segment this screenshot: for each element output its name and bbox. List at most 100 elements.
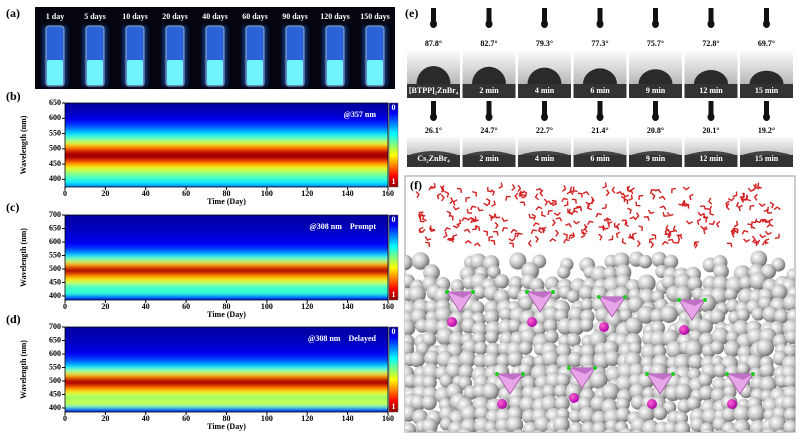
atom (637, 274, 656, 293)
water-molecule (749, 204, 755, 211)
water-molecule (602, 182, 607, 189)
atom (709, 309, 726, 325)
atom (739, 275, 754, 290)
atom (660, 305, 678, 323)
water-molecule (493, 230, 499, 236)
x-tick-label: 60 (182, 302, 190, 311)
heatmap-cells (65, 103, 388, 187)
water-molecule (598, 233, 603, 241)
panel-label: (b) (6, 89, 21, 103)
water-molecule (563, 238, 570, 244)
atom (473, 285, 487, 299)
atom (591, 410, 608, 426)
droplet (416, 66, 451, 84)
heatmap-cell (65, 365, 388, 370)
znbr4-face (727, 374, 753, 380)
water-molecule (674, 238, 681, 244)
contact-angle: 87.8° (425, 39, 442, 48)
y-tick-label: 550 (49, 362, 61, 371)
heatmap-cell (65, 392, 388, 397)
water-molecule (638, 225, 644, 232)
vial-powder (207, 60, 223, 85)
annotation: @308 nm Prompt (309, 222, 376, 231)
water-molecule (534, 193, 540, 201)
droplet (464, 151, 514, 155)
atom (677, 430, 686, 432)
atom (475, 429, 488, 432)
water-molecule (576, 205, 583, 211)
bromide-atom (471, 290, 475, 294)
znbr4-face (447, 292, 473, 298)
atom (784, 330, 795, 345)
heatmap-cell (65, 223, 388, 228)
heatmap-cell (65, 357, 388, 362)
heatmap-cell (65, 379, 388, 383)
heatmap-cell (65, 275, 388, 279)
colorbar-tick-label: 0 (392, 215, 396, 224)
water-molecule (700, 205, 707, 210)
water-molecule (561, 197, 568, 203)
water-molecule (543, 198, 549, 206)
atom (653, 406, 668, 421)
x-tick-label: 120 (301, 414, 313, 423)
water-molecule (659, 205, 667, 210)
y-tick-label: 400 (49, 174, 61, 183)
water-molecule (626, 185, 632, 193)
water-molecule (510, 228, 518, 234)
x-axis-label: Time (Day) (207, 422, 246, 431)
sample-label: 9 min (646, 154, 666, 163)
water-molecule (491, 200, 496, 207)
znbr4-face (569, 368, 595, 374)
znbr4-face (647, 374, 673, 380)
water-molecule (604, 217, 612, 222)
water-molecule (615, 222, 621, 231)
panel-label: (f) (410, 178, 422, 192)
water-molecule (631, 232, 637, 239)
water-molecule (569, 186, 575, 194)
water-molecule (601, 203, 607, 210)
water-molecule (635, 212, 640, 220)
droplet (694, 70, 728, 84)
water-molecule (627, 207, 632, 214)
atom (408, 285, 426, 304)
water-molecule (608, 235, 614, 241)
heatmap-cell (65, 149, 388, 154)
water-molecule (519, 194, 527, 199)
water-molecule (461, 217, 469, 222)
atom (415, 433, 429, 440)
needle (764, 101, 769, 117)
atom (638, 254, 653, 269)
substrate (740, 84, 793, 98)
contact-angle: 82.7° (480, 39, 497, 48)
water-molecule (733, 227, 739, 234)
droplet (527, 67, 562, 84)
heatmap-cell (65, 406, 388, 410)
y-tick-label: 650 (49, 223, 61, 232)
heatmap-cell (65, 291, 388, 296)
bromide-atom (521, 372, 525, 376)
atom (726, 330, 740, 344)
panel-label: (d) (6, 312, 21, 326)
atom (494, 274, 510, 289)
day-label: 90 days (282, 12, 308, 21)
water-molecule (530, 229, 537, 234)
atom (405, 429, 412, 432)
bromide-atom (597, 295, 601, 299)
atom (552, 416, 570, 432)
water-molecule (563, 200, 569, 207)
water-molecule (732, 191, 738, 198)
heatmap-cell (65, 250, 388, 255)
water-molecule (517, 184, 522, 193)
atom (641, 432, 654, 440)
water-molecule (709, 209, 715, 216)
water-molecule (667, 230, 672, 238)
atom (449, 430, 460, 432)
heatmap-cell (65, 162, 388, 167)
atom (665, 340, 684, 359)
atom (747, 404, 766, 423)
contact-angle: 26.1° (425, 126, 442, 135)
water-molecule (769, 201, 775, 209)
heatmap-cell (65, 373, 388, 378)
heatmap-cell (65, 335, 388, 340)
znbr4-face (679, 300, 705, 306)
